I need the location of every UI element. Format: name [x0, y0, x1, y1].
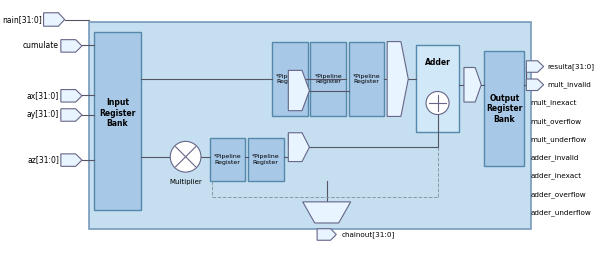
- Text: adder_inexact: adder_inexact: [530, 172, 581, 179]
- Text: *Pipeline
Register: *Pipeline Register: [315, 74, 342, 84]
- Polygon shape: [527, 79, 544, 90]
- Text: ax[31:0]: ax[31:0]: [27, 91, 59, 100]
- Text: resulta[31:0]: resulta[31:0]: [547, 63, 594, 70]
- Text: Input
Register
Bank: Input Register Bank: [99, 98, 136, 128]
- Polygon shape: [288, 133, 310, 162]
- Polygon shape: [288, 70, 310, 111]
- Text: *Pipeline
Register: *Pipeline Register: [276, 74, 304, 84]
- Polygon shape: [317, 229, 336, 240]
- Polygon shape: [464, 68, 481, 102]
- Polygon shape: [61, 154, 82, 166]
- Text: mult_inexact: mult_inexact: [530, 100, 577, 106]
- Text: Multiplier: Multiplier: [169, 179, 202, 185]
- Polygon shape: [387, 42, 408, 116]
- Text: mult_underflow: mult_underflow: [530, 136, 586, 143]
- Text: Adder: Adder: [425, 58, 450, 67]
- Polygon shape: [61, 109, 82, 121]
- Bar: [349, 42, 384, 116]
- Polygon shape: [61, 40, 82, 52]
- Text: ay[31:0]: ay[31:0]: [27, 110, 59, 119]
- Text: az[31:0]: az[31:0]: [27, 155, 59, 164]
- Text: mult_invalid: mult_invalid: [547, 81, 591, 88]
- Text: Output
Register
Bank: Output Register Bank: [486, 94, 522, 124]
- Text: *Pipeline
Register: *Pipeline Register: [213, 154, 241, 165]
- Bar: [416, 45, 459, 132]
- Polygon shape: [44, 13, 65, 26]
- Polygon shape: [527, 61, 544, 72]
- Bar: [248, 138, 284, 181]
- Bar: [310, 42, 346, 116]
- Text: cumulate: cumulate: [23, 41, 59, 50]
- Polygon shape: [303, 202, 351, 223]
- Text: mult_overflow: mult_overflow: [530, 118, 581, 125]
- Text: *Pipeline
Register: *Pipeline Register: [252, 154, 279, 165]
- Polygon shape: [61, 90, 82, 102]
- Bar: [484, 51, 524, 166]
- Text: adder_underflow: adder_underflow: [530, 209, 591, 216]
- Circle shape: [426, 91, 449, 115]
- Text: adder_invalid: adder_invalid: [530, 154, 579, 161]
- Text: *Pipeline
Register: *Pipeline Register: [353, 74, 381, 84]
- Text: chainout[31:0]: chainout[31:0]: [342, 231, 395, 238]
- Circle shape: [170, 141, 201, 172]
- Bar: [272, 42, 307, 116]
- Bar: [210, 138, 245, 181]
- Bar: [88, 22, 531, 229]
- Bar: [95, 32, 141, 210]
- Text: adder_overflow: adder_overflow: [530, 191, 586, 198]
- Text: nain[31:0]: nain[31:0]: [2, 15, 42, 24]
